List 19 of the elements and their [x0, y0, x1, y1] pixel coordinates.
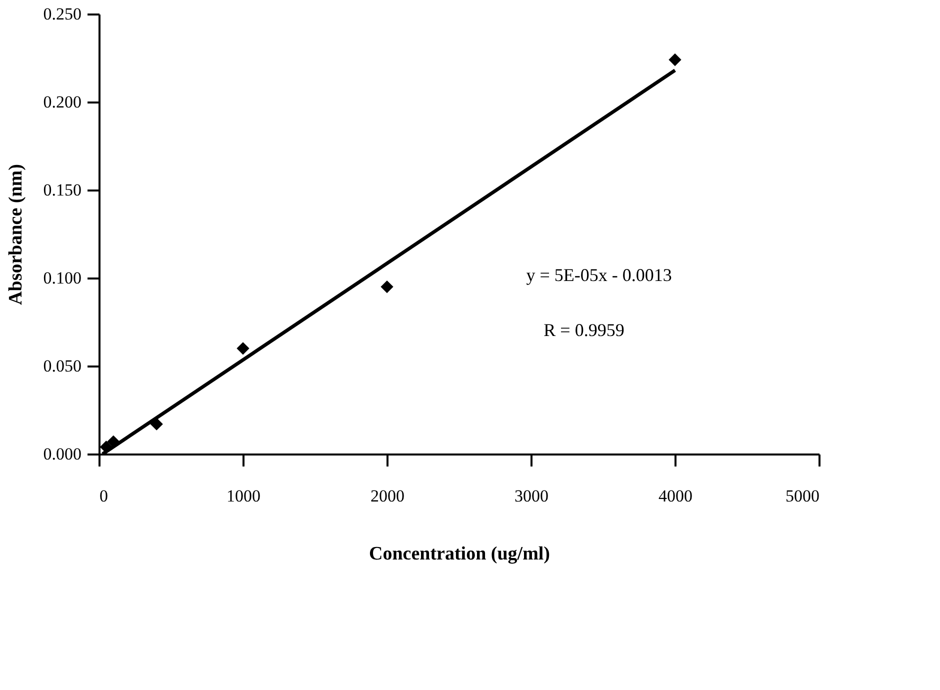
point — [380, 280, 394, 294]
point — [236, 342, 250, 355]
x-tick-label: 0 — [100, 486, 108, 506]
annotation: R = 0.9959 — [544, 320, 624, 340]
y-tick-label: 0.000 — [43, 444, 82, 464]
x-tick-label: 5000 — [786, 486, 820, 506]
x-tick-label: 3000 — [514, 486, 548, 506]
point — [668, 53, 682, 66]
x-axis-title: Concentration (ug/ml) — [368, 544, 550, 564]
x-tick-label: 1000 — [226, 486, 260, 506]
y-axis-title: Absorbance (nm) — [5, 164, 26, 305]
annotation: y = 5E-05x - 0.0013 — [526, 265, 672, 285]
y-tick-label: 0.100 — [43, 268, 82, 288]
y-tick-label: 0.250 — [43, 4, 82, 24]
x-tick-label: 2000 — [370, 486, 404, 506]
y-tick-label: 0.150 — [43, 180, 82, 200]
x-tick-label: 4000 — [658, 486, 692, 506]
y-tick-label: 0.050 — [43, 356, 82, 376]
y-tick-label: 0.200 — [43, 92, 82, 112]
